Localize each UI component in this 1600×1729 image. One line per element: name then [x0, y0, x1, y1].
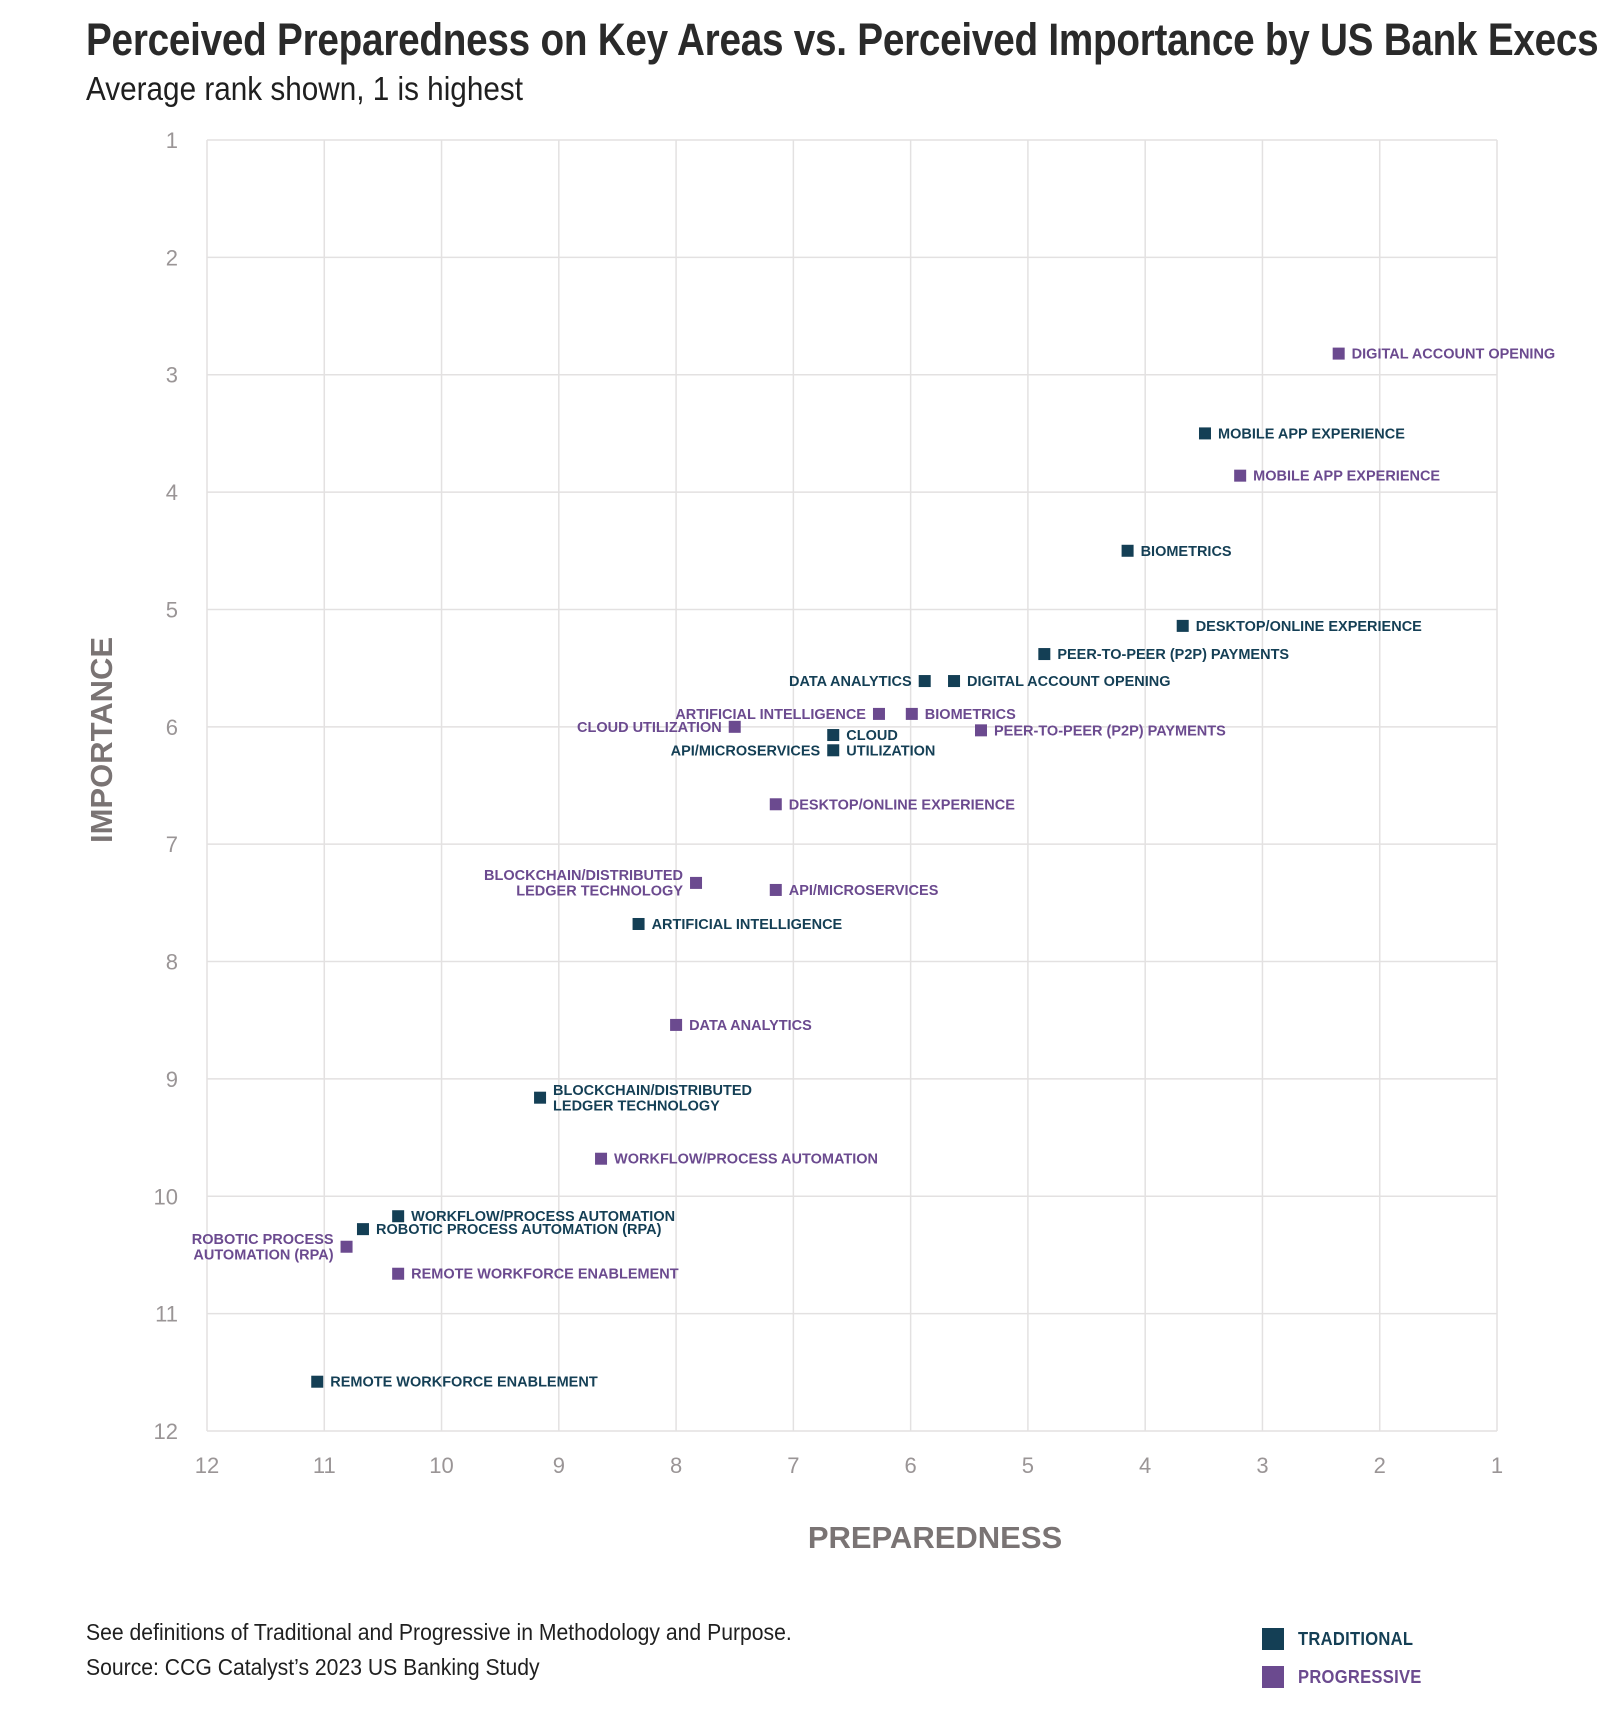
chart-title: Perceived Preparedness on Key Areas vs. …: [86, 14, 1599, 65]
data-point-marker[interactable]: [1038, 648, 1051, 661]
data-point-label: ARTIFICIAL INTELLIGENCE: [675, 707, 866, 723]
data-point-label: BLOCKCHAIN/DISTRIBUTED LEDGER TECHNOLOGY: [484, 868, 683, 900]
legend-item-progressive[interactable]: PROGRESSIVE: [1262, 1666, 1432, 1688]
data-point-marker[interactable]: [918, 675, 931, 688]
data-point-marker[interactable]: [1198, 427, 1211, 440]
data-point-marker[interactable]: [905, 707, 918, 720]
data-point-marker[interactable]: [311, 1375, 324, 1388]
x-tick-label: 6: [905, 1453, 917, 1478]
data-point-label: REMOTE WORKFORCE ENABLEMENT: [411, 1267, 679, 1283]
series-progressive: DIGITAL ACCOUNT OPENING MOBILE APP EXPERI…: [192, 347, 1555, 1283]
data-point-label: WORKFLOW/PROCESS AUTOMATION: [614, 1152, 878, 1168]
legend-swatch-traditional: [1262, 1628, 1284, 1650]
data-point-label: DESKTOP/ONLINE EXPERIENCE: [1196, 619, 1422, 635]
data-point-label: API/MICROSERVICES: [789, 883, 939, 899]
data-point-label: CLOUD UTILIZATION: [846, 728, 935, 760]
x-tick-label: 12: [195, 1453, 219, 1478]
y-tick-label: 3: [166, 363, 178, 388]
data-point-label: MOBILE APP EXPERIENCE: [1218, 426, 1405, 442]
x-tick-label: 5: [1022, 1453, 1034, 1478]
series-traditional: MOBILE APP EXPERIENCE BIOMETRICS DESKTOP/O…: [311, 426, 1422, 1391]
x-tick-label: 11: [313, 1453, 336, 1478]
data-point-label: ROBOTIC PROCESS AUTOMATION (RPA): [376, 1222, 662, 1238]
data-point-marker[interactable]: [769, 798, 782, 811]
legend-label-traditional: TRADITIONAL: [1298, 1628, 1414, 1649]
data-point-marker[interactable]: [340, 1240, 353, 1253]
data-point-label: BIOMETRICS: [1141, 544, 1232, 560]
data-point-label: DATA ANALYTICS: [689, 1018, 812, 1034]
data-point-label: PEER-TO-PEER (P2P) PAYMENTS: [994, 723, 1226, 739]
y-tick-label: 9: [166, 1067, 178, 1092]
legend-swatch-progressive: [1262, 1666, 1284, 1688]
data-point-label: BIOMETRICS: [925, 707, 1016, 723]
legend-label-progressive: PROGRESSIVE: [1298, 1666, 1422, 1687]
data-point-label: CLOUD UTILIZATION: [577, 720, 722, 736]
x-tick-label: 1: [1491, 1453, 1503, 1478]
data-point-label: DESKTOP/ONLINE EXPERIENCE: [789, 797, 1015, 813]
y-tick-label: 2: [166, 245, 178, 270]
data-point-label: MOBILE APP EXPERIENCE: [1253, 469, 1440, 485]
y-axis-title: IMPORTANCE: [84, 637, 119, 843]
data-point-label: BLOCKCHAIN/DISTRIBUTED LEDGER TECHNOLOGY: [553, 1083, 752, 1115]
data-point-label: DATA ANALYTICS: [789, 674, 912, 690]
x-tick-label: 3: [1256, 1453, 1268, 1478]
data-point-label: ROBOTIC PROCESS AUTOMATION (RPA): [192, 1232, 334, 1264]
x-axis-title: PREPAREDNESS: [808, 1520, 1062, 1555]
data-point-marker[interactable]: [1234, 469, 1247, 482]
data-point-label: WORKFLOW/PROCESS AUTOMATION: [411, 1209, 675, 1225]
data-point-marker[interactable]: [392, 1267, 405, 1280]
data-point-marker[interactable]: [632, 917, 645, 930]
data-point-marker[interactable]: [356, 1223, 369, 1236]
footer-note: See definitions of Traditional and Progr…: [86, 1619, 792, 1645]
data-point-label: DIGITAL ACCOUNT OPENING: [967, 674, 1171, 690]
y-tick-label: 1: [166, 128, 178, 153]
data-point-marker[interactable]: [1121, 544, 1134, 557]
data-point-marker[interactable]: [728, 720, 741, 733]
legend-item-traditional[interactable]: TRADITIONAL: [1262, 1628, 1423, 1650]
y-tick-label: 7: [166, 832, 178, 857]
y-tick-label: 8: [166, 950, 178, 975]
data-point-marker[interactable]: [827, 729, 840, 742]
data-point-marker[interactable]: [595, 1152, 608, 1165]
y-tick-label: 10: [154, 1184, 178, 1209]
y-tick-label: 11: [155, 1302, 178, 1327]
x-tick-label: 7: [787, 1453, 799, 1478]
gridlines: [206, 139, 1498, 1432]
data-point-marker[interactable]: [670, 1018, 683, 1031]
data-point-marker[interactable]: [690, 876, 703, 889]
data-point-marker[interactable]: [1176, 619, 1189, 632]
data-point-label: REMOTE WORKFORCE ENABLEMENT: [330, 1375, 598, 1391]
data-point-marker[interactable]: [769, 883, 782, 896]
y-tick-label: 6: [166, 715, 178, 740]
x-tick-label: 9: [553, 1453, 565, 1478]
x-tick-label: 4: [1139, 1453, 1151, 1478]
footer-source: Source: CCG Catalyst’s 2023 US Banking S…: [86, 1654, 540, 1680]
x-tick-label: 8: [670, 1453, 682, 1478]
chart-subtitle: Average rank shown, 1 is highest: [86, 70, 523, 107]
data-point-marker[interactable]: [392, 1210, 405, 1223]
data-point-marker[interactable]: [1332, 347, 1345, 360]
x-tick-label: 2: [1374, 1453, 1386, 1478]
x-tick-label: 10: [429, 1453, 453, 1478]
data-point-marker[interactable]: [975, 724, 987, 737]
data-point-label: ARTIFICIAL INTELLIGENCE: [652, 917, 843, 933]
data-point-marker[interactable]: [827, 744, 840, 757]
y-tick-label: 12: [154, 1419, 178, 1444]
data-point-label: DIGITAL ACCOUNT OPENING: [1352, 347, 1556, 363]
data-point-marker[interactable]: [948, 675, 961, 688]
data-points: MOBILE APP EXPERIENCE BIOMETRICS DESKTOP/O…: [192, 347, 1555, 1391]
data-point-label: API/MICROSERVICES: [671, 743, 821, 759]
data-point-label: PEER-TO-PEER (P2P) PAYMENTS: [1057, 647, 1289, 663]
data-point-marker[interactable]: [534, 1091, 547, 1104]
data-point-marker[interactable]: [872, 707, 885, 720]
y-tick-label: 5: [166, 597, 178, 622]
y-tick-label: 4: [166, 480, 178, 505]
